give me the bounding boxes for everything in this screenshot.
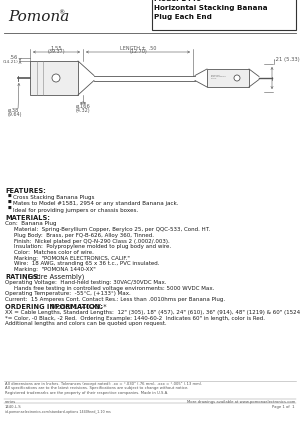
Text: *= Color, -0 Black, -2 Red.  Ordering Example: 1440-60-2  Indicates 60" in lengt: *= Color, -0 Black, -2 Red. Ordering Exa… — [5, 316, 265, 321]
Text: .21 (5.33): .21 (5.33) — [274, 57, 300, 62]
Text: (Entire Assembly): (Entire Assembly) — [21, 274, 84, 280]
Text: Finish:  Nickel plated per QQ-N-290 Class 2 (.0002/.003).: Finish: Nickel plated per QQ-N-290 Class… — [14, 238, 170, 244]
Text: Current:  15 Amperes Cont. Contact Res.: Less than .0010hms per Banana Plug.: Current: 15 Amperes Cont. Contact Res.: … — [5, 297, 225, 302]
Text: Wire:  18 AWG, stranding 65 x 36 t.c., PVC insulated.: Wire: 18 AWG, stranding 65 x 36 t.c., PV… — [14, 261, 160, 266]
Text: XX = Cable Lengths, Standard Lengths:  12" (305), 18" (457), 24" (610), 36" (914: XX = Cable Lengths, Standard Lengths: 12… — [5, 310, 300, 315]
Text: ®: ® — [58, 10, 64, 15]
Text: RATINGS:: RATINGS: — [5, 274, 41, 280]
Text: 1.55: 1.55 — [51, 45, 62, 51]
Text: Material:  Spring-Beryllium Copper, Berylco 25, per QQC-533, Cond. HT.: Material: Spring-Beryllium Copper, Beryl… — [14, 227, 210, 232]
Text: LENGTH ±  .50: LENGTH ± .50 — [120, 45, 156, 51]
Text: ø.38: ø.38 — [8, 108, 20, 113]
Text: Con:  Banana Plug: Con: Banana Plug — [5, 221, 56, 226]
Text: Cross Stacking Banana Plugs: Cross Stacking Banana Plugs — [13, 195, 94, 200]
Text: All dimensions are in Inches. Tolerances (except noted): .xx = °.030" (.76 mm), : All dimensions are in Inches. Tolerances… — [5, 382, 202, 386]
Text: All specifications are to the latest revisions. Specifications are subject to ch: All specifications are to the latest rev… — [5, 386, 188, 391]
Text: Mates to Model #1581, 2954 or any standard Banana jack.: Mates to Model #1581, 2954 or any standa… — [13, 201, 178, 207]
Text: More drawings available at www.pomonaelectronics.com: More drawings available at www.pomonaele… — [187, 400, 295, 404]
Circle shape — [52, 74, 60, 82]
Text: Hands free testing in controlled voltage environments: 5000 WVDC Max.: Hands free testing in controlled voltage… — [14, 286, 214, 291]
Text: ■: ■ — [8, 194, 12, 198]
Text: Operating Voltage:  Hand-held testing: 30VAC/30VDC Max.: Operating Voltage: Hand-held testing: 30… — [5, 280, 166, 285]
Text: Model 1440-XX-*: Model 1440-XX-* — [47, 304, 106, 310]
Circle shape — [234, 75, 240, 81]
Text: FEATURES:: FEATURES: — [5, 188, 46, 194]
Text: MATERIALS:: MATERIALS: — [5, 215, 50, 221]
Text: Insulation:  Polypropylene molded to plug body and wire.: Insulation: Polypropylene molded to plug… — [14, 244, 171, 249]
Text: Marking:  "POMONA ELECTRONICS, CALIF.": Marking: "POMONA ELECTRONICS, CALIF." — [14, 256, 130, 261]
Text: Color:  Matches color of wire.: Color: Matches color of wire. — [14, 250, 94, 255]
Text: Registered trademarks are the property of their respective companies. Made in U.: Registered trademarks are the property o… — [5, 391, 168, 395]
Bar — [207, 69, 249, 87]
Text: Plug Body:  Brass, per FQ-B-626, Alloy 360, Tinned.: Plug Body: Brass, per FQ-B-626, Alloy 36… — [14, 233, 154, 238]
Text: ■: ■ — [8, 200, 12, 204]
Text: Operating Temperature:  -55°C, (+133°) Max.: Operating Temperature: -55°C, (+133°) Ma… — [5, 292, 131, 296]
Text: 1440-L.S: 1440-L.S — [5, 405, 22, 409]
Text: (14.21): (14.21) — [2, 60, 18, 63]
Text: Ideal for providing jumpers or chassis boxes.: Ideal for providing jumpers or chassis b… — [13, 207, 138, 212]
Text: (4.32): (4.32) — [76, 108, 90, 113]
Text: Page 1 of  1: Page 1 of 1 — [272, 405, 295, 409]
Text: Pomona: Pomona — [8, 10, 69, 24]
Text: id.pomonaelectronics.com/standard-options 1440feed_1.10 ms: id.pomonaelectronics.com/standard-option… — [5, 410, 111, 414]
Bar — [30, 61, 78, 95]
Text: Marking:  "POMONA 1440-XX": Marking: "POMONA 1440-XX" — [14, 267, 96, 272]
Text: (9.64): (9.64) — [8, 112, 22, 117]
Text: ■: ■ — [8, 206, 12, 210]
Text: (12.70): (12.70) — [129, 49, 147, 54]
Text: series: series — [5, 400, 16, 404]
Text: Model 1440
Horizontal Stacking Banana
Plug Each End: Model 1440 Horizontal Stacking Banana Pl… — [154, 0, 268, 20]
Text: (39.37): (39.37) — [48, 49, 65, 54]
Text: ORDERING INFORMATION:: ORDERING INFORMATION: — [5, 304, 103, 310]
Text: .56: .56 — [10, 55, 18, 60]
Text: Additional lengths and colors can be quoted upon request.: Additional lengths and colors can be quo… — [5, 321, 166, 326]
Text: POMONA
ELECTRONICS
CALIF.: POMONA ELECTRONICS CALIF. — [211, 75, 227, 79]
Bar — [152, 0, 296, 30]
Text: ø.166: ø.166 — [76, 104, 90, 109]
